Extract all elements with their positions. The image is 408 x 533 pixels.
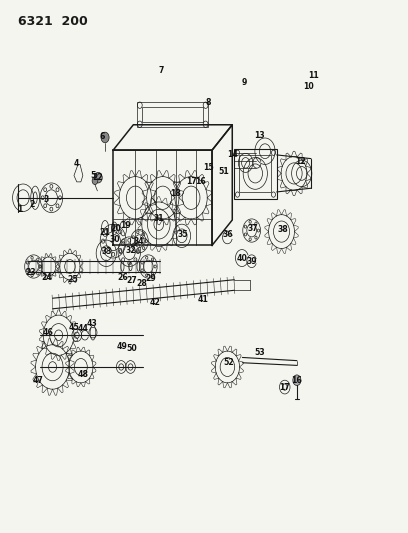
- Text: 44: 44: [78, 325, 89, 334]
- Text: 26: 26: [118, 272, 129, 281]
- Text: 27: 27: [127, 276, 137, 285]
- Circle shape: [293, 375, 301, 385]
- Text: 2: 2: [30, 199, 35, 208]
- Text: 11: 11: [308, 70, 318, 79]
- Text: 7: 7: [159, 66, 164, 75]
- Text: 48: 48: [78, 370, 89, 379]
- Text: 47: 47: [33, 376, 44, 385]
- Circle shape: [92, 177, 98, 184]
- Bar: [239, 156, 271, 192]
- Text: 16: 16: [195, 177, 206, 187]
- Text: 1: 1: [18, 205, 23, 214]
- Text: 9: 9: [242, 78, 247, 87]
- Text: 46: 46: [43, 328, 54, 337]
- Text: 14: 14: [227, 150, 238, 159]
- Text: 24: 24: [41, 272, 52, 281]
- Text: 51: 51: [218, 167, 229, 176]
- Text: 40: 40: [237, 254, 248, 263]
- Text: 29: 29: [145, 273, 156, 282]
- Text: 23: 23: [26, 268, 36, 277]
- Text: 39: 39: [246, 257, 257, 266]
- Text: 52: 52: [223, 358, 234, 367]
- Text: 28: 28: [136, 279, 147, 288]
- Text: 37: 37: [247, 224, 258, 233]
- Text: 12: 12: [295, 157, 306, 166]
- Text: 36: 36: [222, 230, 233, 239]
- Circle shape: [94, 172, 102, 183]
- Bar: [234, 149, 277, 199]
- Text: 18: 18: [170, 189, 181, 198]
- Text: 20: 20: [111, 224, 121, 233]
- Text: 10: 10: [304, 82, 315, 91]
- Text: 21: 21: [100, 228, 111, 237]
- Text: 15: 15: [203, 163, 213, 172]
- Text: 25: 25: [67, 275, 78, 284]
- Text: 6321  200: 6321 200: [18, 15, 88, 28]
- Text: 49: 49: [117, 342, 128, 351]
- Text: 35: 35: [178, 230, 188, 239]
- Text: 45: 45: [69, 323, 80, 332]
- Text: 22: 22: [93, 173, 104, 182]
- Text: 42: 42: [150, 298, 161, 307]
- Text: 19: 19: [120, 221, 131, 230]
- Text: 53: 53: [255, 348, 265, 357]
- Bar: [137, 102, 208, 127]
- Text: 6: 6: [100, 132, 105, 141]
- Text: 50: 50: [127, 344, 137, 353]
- Text: 17: 17: [279, 383, 290, 392]
- Text: 3: 3: [43, 195, 48, 204]
- Text: 32: 32: [125, 246, 136, 255]
- Text: 34: 34: [134, 237, 145, 246]
- Text: 31: 31: [153, 214, 164, 223]
- Text: 38: 38: [277, 225, 288, 234]
- Bar: [142, 107, 203, 122]
- Text: 8: 8: [205, 98, 211, 107]
- Text: 30: 30: [109, 235, 120, 244]
- Text: 43: 43: [86, 319, 97, 328]
- Text: 33: 33: [102, 247, 112, 256]
- Text: 5: 5: [90, 171, 95, 180]
- Text: 4: 4: [74, 159, 80, 168]
- Text: 13: 13: [255, 131, 265, 140]
- Text: 41: 41: [198, 295, 208, 304]
- Text: 16: 16: [291, 376, 302, 385]
- Circle shape: [101, 132, 109, 143]
- Text: 17: 17: [186, 177, 197, 187]
